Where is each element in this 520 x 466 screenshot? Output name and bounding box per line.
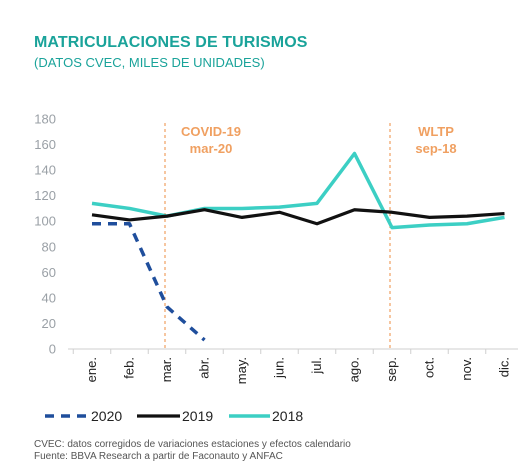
- chart-title: MATRICULACIONES DE TURISMOS: [34, 34, 308, 51]
- data-point-2018: [91, 202, 94, 205]
- y-tick-label: 140: [34, 163, 56, 178]
- y-tick-label: 0: [49, 342, 56, 357]
- y-tick-label: 180: [34, 112, 56, 127]
- y-tick-label: 160: [34, 137, 56, 152]
- data-point-2020: [91, 222, 94, 225]
- data-point-2019: [503, 212, 506, 215]
- y-tick-label: 60: [42, 265, 56, 280]
- data-point-2019: [466, 215, 469, 218]
- x-tick-label: ago.: [347, 357, 362, 382]
- x-tick-label: may.: [234, 357, 249, 384]
- series-line-2018: [91, 151, 505, 230]
- data-point-2018: [353, 152, 356, 155]
- annotation-label: WLTP: [418, 124, 454, 139]
- y-tick-label: 120: [34, 188, 56, 203]
- data-point-2018: [128, 207, 131, 210]
- annotation-label: sep-18: [415, 141, 456, 156]
- data-point-2019: [203, 208, 206, 211]
- data-point-2019: [128, 218, 131, 221]
- data-point-2018: [428, 224, 431, 227]
- x-tick-label: jun.: [272, 357, 287, 379]
- x-tick-label: abr.: [197, 357, 212, 379]
- data-point-2019: [353, 208, 356, 211]
- series-line-2020: [92, 222, 206, 342]
- x-tick-label: ene.: [84, 357, 99, 382]
- data-point-2018: [241, 207, 244, 210]
- x-tick-label: jul.: [309, 357, 324, 375]
- data-point-2020: [128, 222, 131, 225]
- y-tick-label: 80: [42, 239, 56, 254]
- footnote-source: Fuente: BBVA Research a partir de Facona…: [34, 451, 283, 462]
- data-point-2018: [391, 226, 394, 229]
- chart-subtitle: (DATOS CVEC, MILES DE UNIDADES): [34, 55, 265, 70]
- annotation-label: mar-20: [190, 141, 233, 156]
- y-tick-label: 20: [42, 316, 56, 331]
- x-tick-label: oct.: [422, 357, 437, 378]
- data-point-2019: [391, 211, 394, 214]
- x-tick-label: mar.: [159, 357, 174, 382]
- data-point-2020: [203, 339, 206, 342]
- legend-label-2019: 2019: [182, 408, 213, 424]
- x-tick-label: feb.: [122, 357, 137, 379]
- data-point-2018: [466, 222, 469, 225]
- data-point-2019: [278, 211, 281, 214]
- data-point-2019: [91, 213, 94, 216]
- legend-label-2020: 2020: [91, 408, 122, 424]
- x-tick-label: sep.: [384, 357, 399, 382]
- line-chart: 0 20 40 60 80 100 120 140 160 180 ene. feb. mar. abr.…: [34, 112, 518, 424]
- x-tick-label: nov.: [459, 357, 474, 381]
- data-point-2019: [166, 215, 169, 218]
- data-point-2018: [316, 202, 319, 205]
- footnote-cvec: CVEC: datos corregidos de variaciones es…: [34, 439, 351, 450]
- data-point-2019: [241, 216, 244, 219]
- annotation-label: COVID-19: [181, 124, 241, 139]
- data-point-2018: [278, 206, 281, 209]
- series-line-2019: [91, 208, 505, 226]
- x-tick-label: dic.: [497, 357, 512, 377]
- data-point-2019: [428, 216, 431, 219]
- data-point-2020: [166, 305, 169, 308]
- data-point-2018: [503, 216, 506, 219]
- y-tick-label: 100: [34, 214, 56, 229]
- y-tick-label: 40: [42, 290, 56, 305]
- legend-label-2018: 2018: [272, 408, 303, 424]
- data-point-2019: [316, 222, 319, 225]
